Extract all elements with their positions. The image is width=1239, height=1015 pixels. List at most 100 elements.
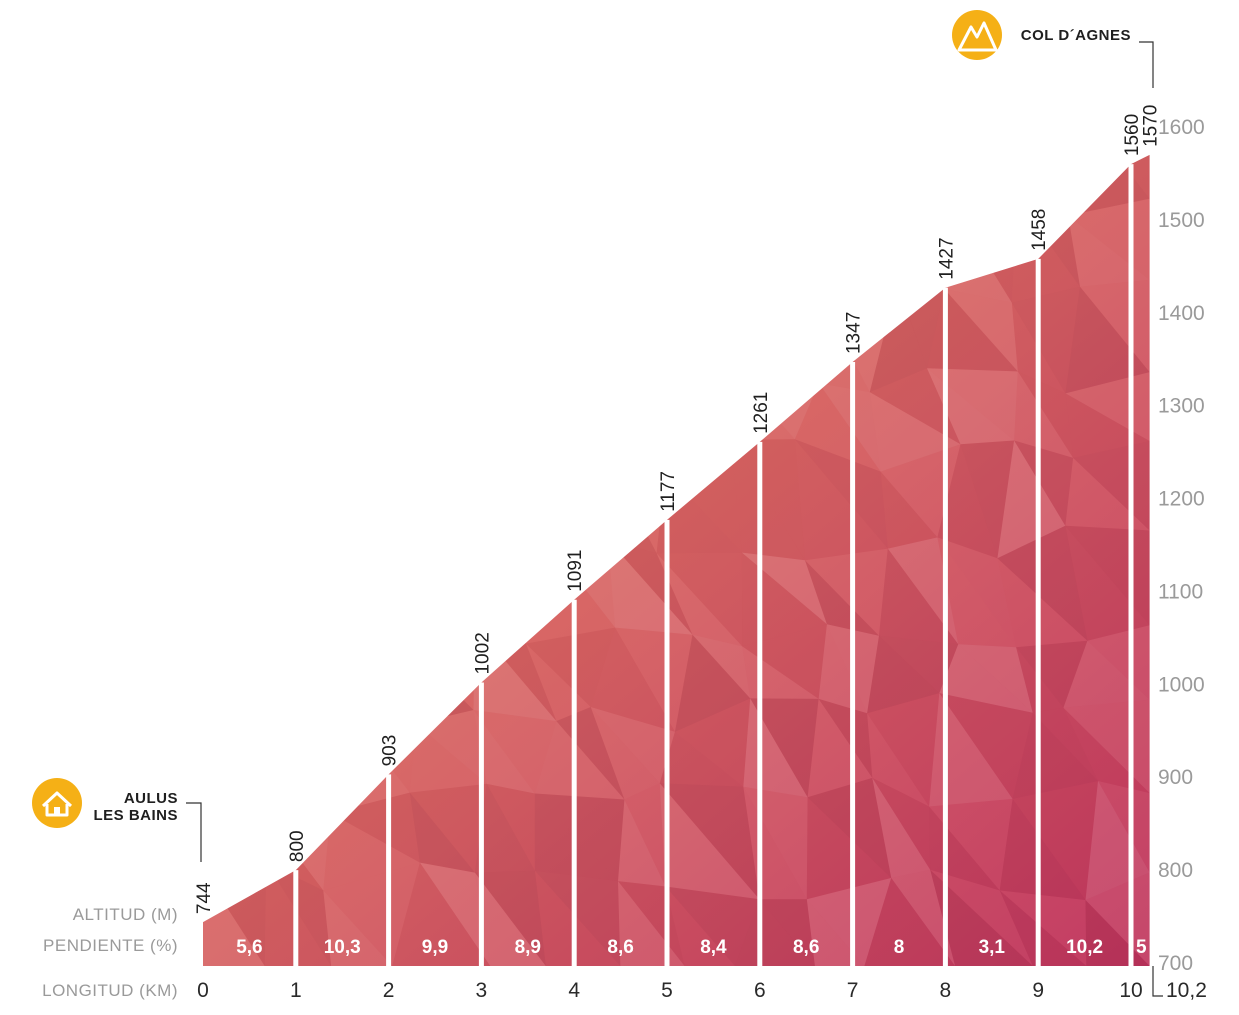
- y-axis-ticks: 700 800 900 1000 1100 1200 1300 1400 1500 1600: [1158, 116, 1205, 975]
- altitude-label: 1091: [565, 550, 586, 592]
- texture-facet: [610, 354, 670, 472]
- x-tick-label: 10,2: [1166, 979, 1207, 1002]
- end-bracket: [1152, 966, 1163, 997]
- finish-leader-line: [1139, 41, 1154, 88]
- texture-facet: [815, 154, 866, 224]
- texture-facet: [203, 870, 265, 966]
- texture-facet: [390, 154, 461, 205]
- texture-facet: [659, 783, 760, 900]
- altitude-label: 744: [194, 882, 215, 914]
- texture-facet: [674, 192, 726, 286]
- texture-facet: [335, 528, 408, 644]
- texture-facet: [203, 695, 290, 807]
- texture-facet: [742, 624, 827, 699]
- texture-facet: [999, 890, 1087, 966]
- texture-facet: [203, 187, 271, 307]
- x-tick-label: 6: [754, 979, 766, 1002]
- x-tick-label: 5: [661, 979, 673, 1002]
- texture-facet: [203, 363, 275, 474]
- start-marker: AULUS LES BAINS: [32, 778, 202, 862]
- texture-facet: [997, 440, 1066, 559]
- texture-facet: [289, 707, 345, 814]
- texture-facet: [665, 886, 760, 966]
- texture-facet: [880, 444, 961, 538]
- texture-facet: [1088, 154, 1150, 199]
- texture-facet: [203, 619, 290, 715]
- texture-facet: [203, 457, 275, 535]
- texture-facet: [607, 473, 657, 554]
- texture-facet: [938, 154, 1017, 198]
- texture-facet: [759, 899, 815, 966]
- texture-facet: [937, 537, 1017, 648]
- altitude-label: 1458: [1029, 209, 1050, 251]
- altitude-label: 1177: [658, 471, 679, 512]
- texture-facet: [734, 899, 815, 966]
- texture-facet: [741, 552, 827, 625]
- texture-facet: [404, 204, 478, 286]
- texture-facet: [944, 289, 1018, 372]
- texture-facet: [1026, 120, 1089, 216]
- texture-facet: [1016, 120, 1068, 216]
- altitude-label: 1427: [936, 237, 957, 279]
- altitude-label: 800: [287, 830, 308, 862]
- texture-facet: [473, 710, 535, 794]
- texture-facet: [608, 154, 695, 193]
- texture-facet: [999, 798, 1086, 900]
- altitude-label: 1560: [1122, 114, 1143, 156]
- texture-facet: [607, 539, 693, 635]
- texture-facet: [327, 190, 405, 305]
- texture-facet: [478, 526, 538, 644]
- texture-facet: [938, 120, 1026, 198]
- texture-facet: [1085, 781, 1150, 900]
- altitude-row-label: ALTITUD (M): [73, 905, 178, 924]
- start-name-line2: LES BAINS: [93, 807, 178, 824]
- texture-facet: [270, 154, 346, 194]
- texture-facet: [323, 890, 393, 966]
- texture-facet: [259, 457, 350, 535]
- texture-facet: [340, 154, 409, 205]
- texture-facet: [879, 635, 959, 694]
- texture-facet: [939, 644, 1033, 713]
- texture-facet: [534, 793, 618, 882]
- texture-facet: [203, 803, 267, 871]
- texture-facet: [460, 154, 559, 224]
- texture-facet: [750, 698, 819, 798]
- texture-facet: [659, 154, 759, 207]
- texture-facet: [537, 466, 608, 540]
- texture-facet: [203, 803, 267, 863]
- texture-facet: [407, 625, 474, 711]
- texture-facet: [674, 273, 732, 370]
- texture-facet: [551, 278, 611, 355]
- texture-facet: [659, 731, 744, 787]
- texture-facet: [656, 553, 743, 647]
- texture-facet: [463, 154, 559, 224]
- texture-facet: [323, 862, 420, 966]
- texture-facet: [806, 877, 892, 966]
- texture-facet: [665, 368, 731, 472]
- x-tick-label: 8: [940, 979, 952, 1002]
- slope-label: 8,6: [607, 937, 633, 958]
- texture-facet: [807, 777, 892, 878]
- texture-facet: [203, 154, 271, 194]
- texture-facet: [327, 304, 421, 393]
- texture-facet: [323, 470, 393, 529]
- x-tick-label: 7: [847, 979, 859, 1002]
- texture-facet: [930, 869, 1033, 966]
- texture-facet: [486, 783, 535, 871]
- texture-facet: [270, 190, 346, 305]
- texture-facet: [818, 383, 881, 472]
- texture-facet: [335, 622, 416, 724]
- texture-facet: [404, 278, 491, 393]
- texture-facet: [593, 192, 695, 273]
- texture-facet: [815, 154, 876, 224]
- altitude-labels: 744 800 903 1002 1091 1177 1261 1347 1427 1458 156…: [194, 105, 1162, 914]
- texture-facet: [266, 862, 332, 966]
- texture-facet: [274, 457, 350, 529]
- texture-facet: [390, 154, 464, 187]
- texture-facet: [525, 627, 616, 707]
- texture-facet: [409, 723, 487, 793]
- texture-facet: [474, 872, 546, 966]
- texture-facet: [927, 289, 1018, 372]
- texture-facet: [740, 195, 819, 296]
- texture-facet: [392, 523, 475, 644]
